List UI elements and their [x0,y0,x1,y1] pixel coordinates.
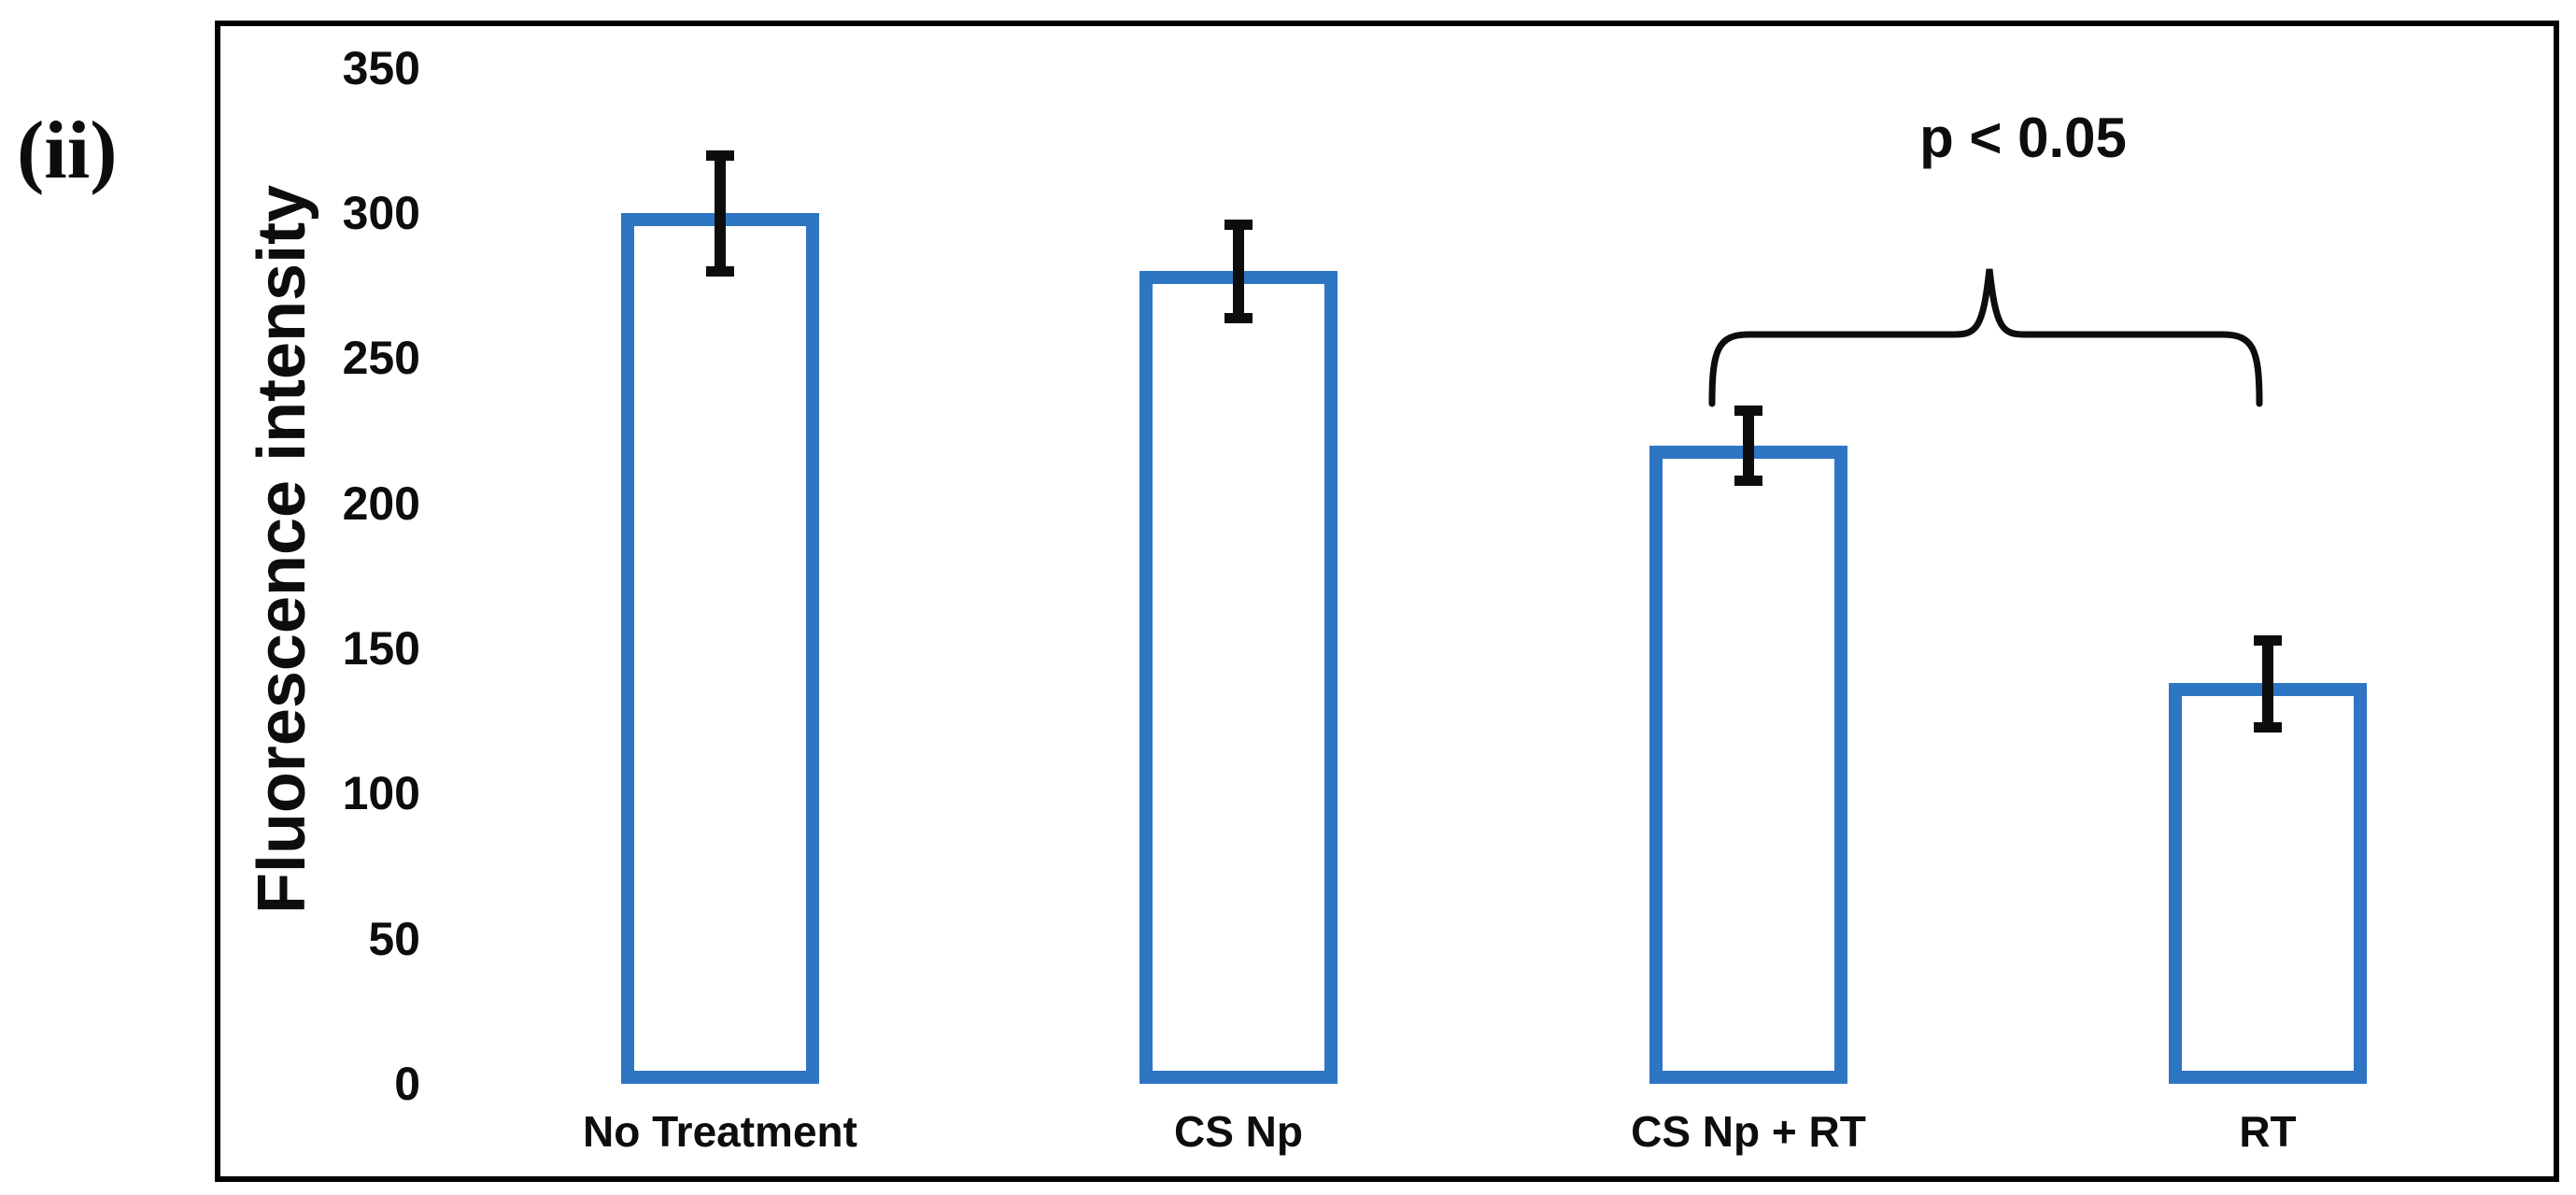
error-bar-cs-np-rt-upper-cap [1734,405,1762,416]
error-bar-no-treatment-upper-cap [706,149,734,161]
error-bar-cs-np-rt [1743,410,1754,480]
error-bar-cs-np [1233,224,1244,318]
chart-frame [215,21,2559,1182]
y-tick-label-150: 150 [342,622,420,675]
y-tick-label-200: 200 [342,477,420,530]
y-tick-label-100: 100 [342,767,420,819]
y-tick-label-250: 250 [342,332,420,384]
bar-cs-np-rt [1649,446,1847,1084]
x-category-label-no-treatment: No Treatment [583,1107,857,1156]
error-bar-rt-lower-cap [2254,721,2282,733]
x-category-label-cs-np: CS Np [1174,1107,1303,1156]
error-bar-cs-np-upper-cap [1224,219,1253,230]
bar-no-treatment [621,213,819,1084]
error-bar-cs-np-rt-lower-cap [1734,475,1762,486]
x-category-label-cs-np-rt: CS Np + RT [1631,1107,1866,1156]
error-bar-no-treatment-lower-cap [706,265,734,277]
error-bar-no-treatment [715,155,726,271]
panel-label: (ii) [17,106,118,196]
error-bar-rt-upper-cap [2254,634,2282,646]
bar-rt [2169,683,2367,1084]
error-bar-rt [2262,640,2273,727]
curly-brace-path [1708,268,2263,407]
y-tick-label-0: 0 [394,1058,420,1110]
y-tick-label-300: 300 [342,187,420,239]
y-tick-label-50: 50 [368,913,420,965]
y-tick-label-350: 350 [342,42,420,94]
x-category-label-rt: RT [2239,1107,2297,1156]
error-bar-cs-np-lower-cap [1224,312,1253,323]
bar-cs-np [1139,271,1338,1084]
significance-label: p < 0.05 [1919,107,2127,169]
